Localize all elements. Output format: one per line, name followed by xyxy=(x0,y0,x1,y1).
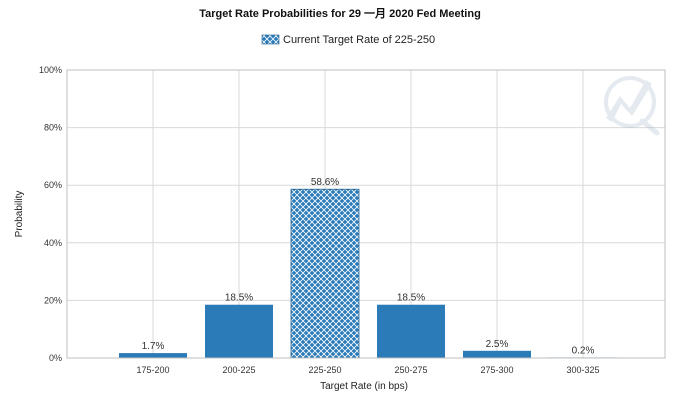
y-tick-label: 80% xyxy=(44,123,62,133)
bar-value-label: 2.5% xyxy=(486,339,509,350)
value-labels: 1.7% 18.5% 58.6% 18.5% 2.5% 0.2% xyxy=(142,177,595,356)
bars xyxy=(119,188,617,359)
y-tick-label: 60% xyxy=(44,180,62,190)
y-tick-label: 0% xyxy=(49,353,62,363)
bar-value-label: 18.5% xyxy=(397,293,425,304)
x-tick-label: 225-250 xyxy=(308,365,341,375)
watermark-logo-icon xyxy=(604,76,660,136)
x-tick-label: 275-300 xyxy=(480,365,513,375)
chart-title: Target Rate Probabilities for 29 一月 2020… xyxy=(199,7,481,20)
gridlines xyxy=(67,69,665,359)
bar-value-label: 0.2% xyxy=(572,345,595,356)
y-axis-label: Probability xyxy=(14,191,25,238)
bar-value-label: 1.7% xyxy=(142,341,165,352)
y-axis-ticks: 0% 20% 40% 60% 80% 100% xyxy=(39,65,62,363)
bar-275-300 xyxy=(463,350,531,358)
bar-value-label: 18.5% xyxy=(225,293,253,304)
legend-label: Current Target Rate of 225-250 xyxy=(283,34,435,46)
x-tick-label: 300-325 xyxy=(566,365,599,375)
bar-175-200 xyxy=(119,353,187,358)
x-tick-label: 175-200 xyxy=(136,365,169,375)
plot-area-frame xyxy=(66,69,666,359)
x-axis-ticks: 175-200 200-225 225-250 250-275 275-300 300-3… xyxy=(136,365,599,375)
legend-swatch xyxy=(261,34,280,45)
y-tick-label: 100% xyxy=(39,65,62,75)
y-tick-label: 20% xyxy=(44,295,62,305)
x-tick-label: 200-225 xyxy=(222,365,255,375)
x-axis-label: Target Rate (in bps) xyxy=(320,381,408,392)
y-tick-label: 40% xyxy=(44,238,62,248)
bar-250-275 xyxy=(377,304,445,358)
x-tick-label: 250-275 xyxy=(394,365,427,375)
bar-200-225 xyxy=(205,304,273,358)
legend: Current Target Rate of 225-250 xyxy=(261,34,435,46)
bar-225-250 xyxy=(290,188,360,359)
bar-value-label: 58.6% xyxy=(311,177,339,188)
